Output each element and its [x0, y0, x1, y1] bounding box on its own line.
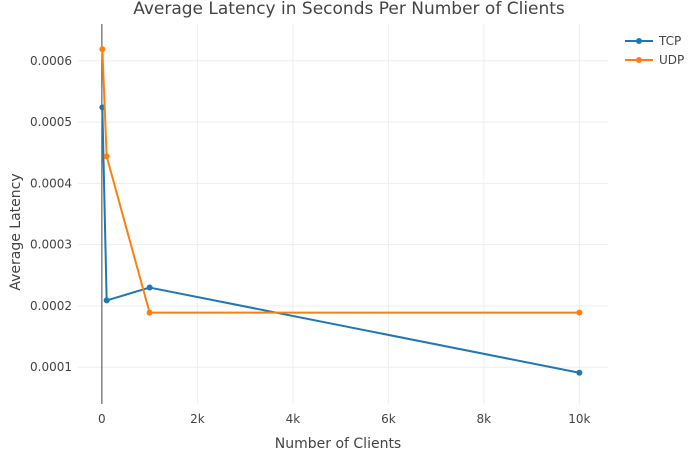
axes: 0 2k 4k 6k 8k 10k 0.0001 0.0002 0.0003 0.0004 0.00…	[30, 24, 591, 426]
x-tick-label: 10k	[568, 412, 590, 426]
series-group	[99, 46, 583, 376]
x-tick-label: 8k	[477, 412, 492, 426]
legend-swatch-marker	[636, 38, 642, 44]
legend[interactable]: TCP UDP	[625, 34, 684, 67]
y-tick-label: 0.0004	[30, 176, 72, 190]
series-line-tcp[interactable]	[101, 107, 580, 374]
y-tick-label: 0.0002	[30, 299, 72, 313]
y-tick-label: 0.0003	[30, 238, 72, 252]
x-tick-label: 4k	[286, 412, 301, 426]
data-point-udp[interactable]	[103, 153, 110, 160]
legend-label: TCP	[658, 34, 681, 48]
data-point-tcp[interactable]	[146, 284, 153, 291]
series-line-udp[interactable]	[101, 49, 580, 314]
data-point-udp[interactable]	[99, 46, 106, 53]
data-point-udp[interactable]	[146, 309, 153, 316]
x-tick-label: 2k	[190, 412, 205, 426]
legend-swatch-marker	[636, 57, 642, 63]
legend-item-udp[interactable]: UDP	[625, 53, 684, 67]
data-point-tcp[interactable]	[103, 297, 110, 304]
data-point-tcp[interactable]	[576, 369, 583, 376]
grid	[78, 24, 608, 404]
x-axis-title: Number of Clients	[275, 436, 401, 450]
chart-title: Average Latency in Seconds Per Number of…	[133, 0, 565, 19]
data-point-udp[interactable]	[576, 309, 583, 316]
legend-item-tcp[interactable]: TCP	[625, 34, 681, 48]
y-axis-title: Average Latency	[8, 173, 24, 290]
x-tick-label: 6k	[381, 412, 396, 426]
y-tick-label: 0.0001	[30, 360, 72, 374]
y-tick-label: 0.0005	[30, 115, 72, 129]
x-tick-label: 0	[98, 412, 106, 426]
y-tick-label: 0.0006	[30, 54, 72, 68]
legend-label: UDP	[659, 53, 684, 67]
